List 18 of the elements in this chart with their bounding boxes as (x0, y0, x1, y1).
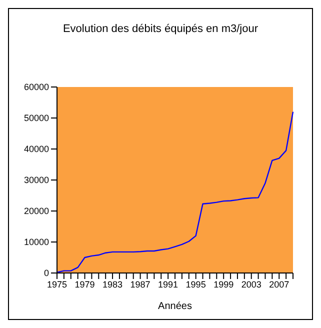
y-tick-label: 50000 (24, 113, 49, 124)
x-tick-label: 2007 (269, 279, 290, 290)
x-tick-label: 1983 (102, 279, 123, 290)
x-tick-label: 1975 (46, 279, 68, 290)
x-tick-label: 1987 (130, 279, 150, 290)
y-tick-label: 40000 (24, 144, 49, 154)
x-tick-label: 1979 (74, 279, 95, 290)
x-tick-label: 2003 (241, 279, 262, 290)
y-tick-label: 10000 (24, 237, 49, 248)
x-tick-label: 1995 (186, 279, 206, 290)
y-tick-label: 60000 (24, 82, 49, 92)
y-tick-label: 30000 (24, 175, 49, 186)
y-tick-label: 0 (44, 268, 49, 278)
x-tick-label: 1999 (214, 279, 234, 290)
x-axis-title: Années (158, 301, 192, 312)
chart-title: Evolution des débits équipés en m3/jour (62, 23, 260, 37)
x-tick-label: 1991 (158, 279, 178, 290)
y-tick-label: 20000 (24, 206, 49, 216)
